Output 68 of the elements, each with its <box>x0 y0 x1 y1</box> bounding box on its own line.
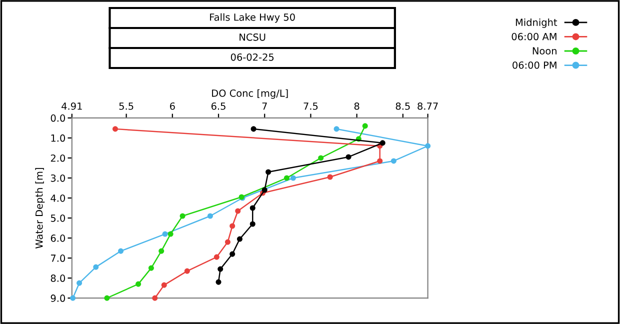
point <box>152 295 158 301</box>
x-tick-label: 8.77 <box>418 102 438 110</box>
point <box>235 208 241 214</box>
point <box>214 254 220 260</box>
chart-title: Falls Lake Hwy 50 <box>210 13 295 23</box>
point <box>377 158 383 164</box>
point <box>236 236 242 242</box>
y-tick-label: 2.0 <box>50 154 66 162</box>
point <box>380 140 386 146</box>
y-tick-label: 0.0 <box>50 114 66 122</box>
y-tick-label: 3.0 <box>50 174 66 182</box>
y-tick-label: 6.0 <box>50 234 66 242</box>
point <box>118 248 124 254</box>
point <box>104 295 110 301</box>
point <box>250 221 256 227</box>
point <box>218 266 224 272</box>
y-tick-label: 9.0 <box>50 294 66 302</box>
legend-label: 06:00 AM <box>512 32 556 40</box>
y-tick-label: 1.0 <box>51 134 66 142</box>
point <box>184 268 190 274</box>
point <box>180 213 186 219</box>
point <box>250 205 256 211</box>
point <box>318 155 324 161</box>
x-tick-label: 8.5 <box>396 102 410 110</box>
legend-label: 06:00 PM <box>512 61 556 69</box>
point <box>230 223 236 229</box>
point <box>207 213 213 219</box>
legend-label: Midnight <box>516 18 558 28</box>
point <box>112 126 118 132</box>
point <box>158 248 164 254</box>
point <box>262 187 268 193</box>
chart-subtitle: NCSU <box>240 33 266 41</box>
x-tick-label: 7.5 <box>304 102 318 110</box>
point <box>425 143 431 149</box>
x-tick-label: 6 <box>170 102 175 110</box>
point <box>93 264 99 270</box>
text: 06-02-25 <box>230 53 274 61</box>
point <box>327 174 333 180</box>
y-tick-label: 8.0 <box>50 274 66 282</box>
point <box>346 154 352 160</box>
point <box>216 279 222 285</box>
point <box>334 126 340 132</box>
legend-label: Noon <box>532 47 556 55</box>
x-axis-title: DO Conc [mg/L] <box>212 89 288 99</box>
point <box>266 169 272 175</box>
point <box>161 282 167 288</box>
point <box>148 265 154 271</box>
point <box>162 231 168 237</box>
x-tick-label: 6.5 <box>211 102 226 110</box>
x-tick-label: 8 <box>354 102 360 110</box>
y-tick-label: 7.0 <box>51 254 66 262</box>
point <box>390 158 396 164</box>
y-axis-title: Water Depth [m] <box>35 168 45 248</box>
point <box>250 126 256 132</box>
x-tick-label: 5.5 <box>119 102 134 110</box>
point <box>362 123 368 129</box>
point <box>230 251 236 257</box>
point <box>76 280 82 286</box>
y-tick-label: 4.0 <box>50 194 66 202</box>
y-tick-label: 5.0 <box>50 214 66 222</box>
point <box>224 239 231 245</box>
x-tick-label: 4.91 <box>62 102 82 110</box>
point <box>284 175 290 181</box>
point <box>290 175 296 181</box>
x-tick-label: 7 <box>262 102 267 110</box>
point <box>136 281 142 287</box>
point <box>168 231 174 237</box>
point <box>70 295 76 301</box>
